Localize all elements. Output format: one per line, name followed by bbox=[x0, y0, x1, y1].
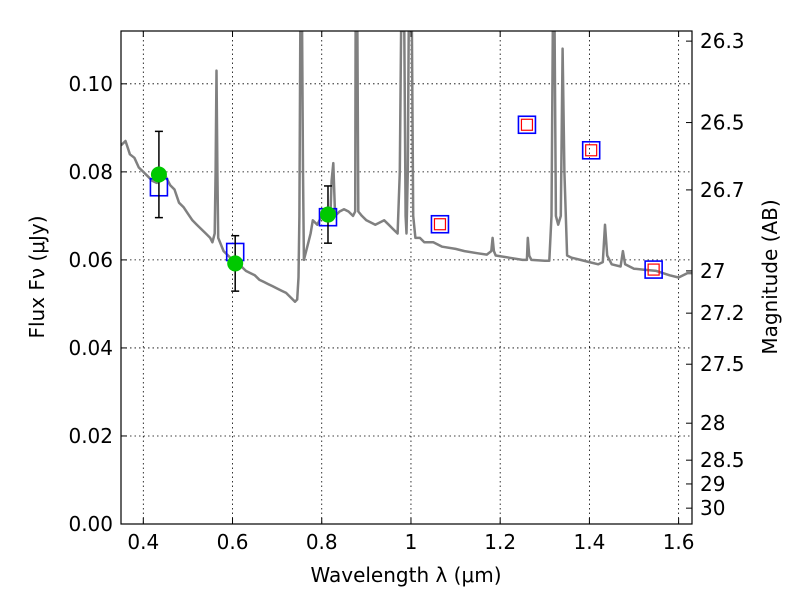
right-tick-label: 27.2 bbox=[700, 301, 745, 325]
x-tick-label: 1.4 bbox=[573, 530, 605, 554]
x-tick-label: 1 bbox=[405, 530, 418, 554]
x-tick-label: 0.8 bbox=[306, 530, 338, 554]
right-tick-label: 26.7 bbox=[700, 178, 745, 202]
y-tick-label: 0.06 bbox=[68, 248, 113, 272]
predicted-flux-square bbox=[520, 118, 534, 131]
y-tick-label: 0.04 bbox=[68, 336, 113, 360]
x-axis-label: Wavelength λ (μm) bbox=[310, 563, 501, 587]
y-axis-label: Flux Fν (μJy) bbox=[25, 215, 49, 338]
observed-flux-point bbox=[319, 206, 336, 223]
predicted-flux-square bbox=[585, 144, 598, 157]
observed-flux-point bbox=[150, 166, 167, 183]
predicted-flux-square bbox=[647, 263, 660, 276]
model-band-flux-square bbox=[581, 140, 601, 160]
model-band-flux-square bbox=[644, 260, 663, 279]
model-spectrum-line bbox=[121, 31, 692, 303]
model-band-flux-square bbox=[430, 214, 450, 234]
y-tick-label: 0.00 bbox=[68, 512, 113, 536]
y-tick-label: 0.10 bbox=[68, 72, 113, 96]
right-axis-label: Magnitude (AB) bbox=[758, 199, 782, 354]
x-tick-label: 0.6 bbox=[217, 530, 249, 554]
right-tick-label: 28.5 bbox=[700, 448, 745, 472]
predicted-flux-square bbox=[433, 218, 447, 231]
x-tick-label: 0.4 bbox=[127, 530, 159, 554]
grid bbox=[121, 31, 692, 525]
y-axis: 0.00 0.02 0.04 0.06 0.08 0.10 bbox=[68, 72, 127, 536]
right-tick-label: 26.5 bbox=[700, 111, 745, 135]
observed-flux-point bbox=[227, 255, 244, 272]
right-tick-label: 27 bbox=[700, 259, 725, 283]
series-layer bbox=[121, 31, 692, 303]
y-tick-label: 0.02 bbox=[68, 424, 113, 448]
right-tick-label: 26.3 bbox=[700, 29, 745, 53]
plot-frame bbox=[120, 30, 693, 525]
x-tick-label: 1.6 bbox=[663, 530, 695, 554]
x-tick-label: 1.2 bbox=[484, 530, 516, 554]
right-tick-label: 29 bbox=[700, 472, 725, 496]
model-band-flux-square bbox=[517, 115, 537, 135]
y-tick-label: 0.08 bbox=[68, 160, 113, 184]
x-axis: 0.4 0.6 0.8 1 1.2 1.4 1.6 bbox=[127, 31, 695, 554]
plot-area bbox=[121, 31, 692, 303]
right-tick-label: 27.5 bbox=[700, 352, 745, 376]
right-tick-label: 28 bbox=[700, 411, 725, 435]
right-tick-label: 30 bbox=[700, 496, 725, 520]
